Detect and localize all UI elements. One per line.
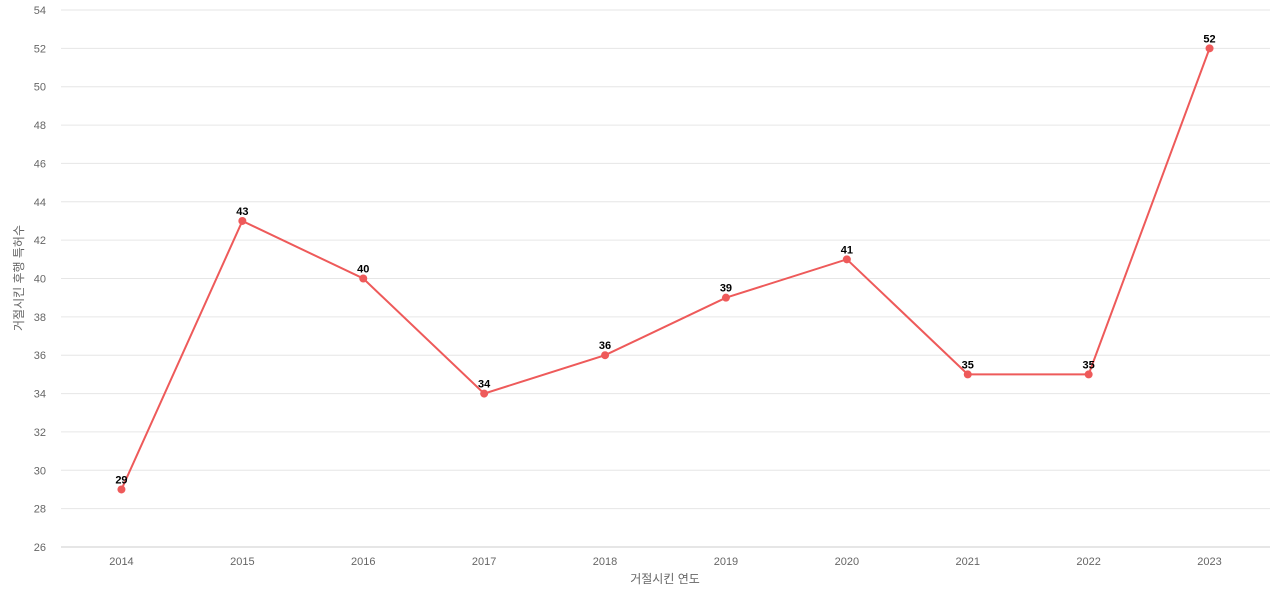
- x-axis-title: 거절시킨 연도: [630, 572, 700, 586]
- y-tick-label: 54: [34, 5, 46, 17]
- x-tick-label: 2019: [714, 556, 738, 568]
- x-axis-ticks: 2014 2015 2016 2017 2018 2019 2020 2021 2022 2023: [109, 556, 1222, 568]
- y-tick-label: 52: [34, 43, 46, 55]
- x-tick-label: 2023: [1197, 556, 1221, 568]
- y-tick-label: 46: [34, 158, 46, 170]
- data-point: [601, 351, 610, 360]
- data-label: 29: [115, 474, 127, 486]
- data-label: 36: [599, 340, 611, 352]
- grid-lines: [61, 9, 1270, 548]
- data-labels: 29 43 40 34 36 39 41 35 35 52: [115, 33, 1215, 486]
- y-tick-label: 44: [34, 197, 46, 209]
- y-tick-label: 36: [34, 350, 46, 362]
- data-point: [238, 216, 247, 225]
- y-tick-label: 42: [34, 235, 46, 247]
- y-tick-label: 50: [34, 82, 46, 94]
- y-axis-ticks: 26 28 30 32 34 36 38 40 42 44 46 48 50 52 54: [34, 5, 46, 554]
- y-tick-label: 32: [34, 427, 46, 439]
- x-tick-label: 2014: [109, 556, 133, 568]
- y-tick-label: 48: [34, 120, 46, 132]
- data-label: 43: [236, 206, 248, 218]
- y-tick-label: 38: [34, 312, 46, 324]
- y-tick-label: 28: [34, 504, 46, 516]
- x-tick-label: 2021: [956, 556, 980, 568]
- data-point: [963, 370, 972, 379]
- data-label: 40: [357, 264, 369, 276]
- data-points: [117, 44, 1214, 494]
- data-point: [842, 255, 851, 264]
- series-line: [120, 48, 1211, 490]
- data-point: [1205, 44, 1214, 53]
- data-label: 35: [1083, 359, 1095, 371]
- y-tick-label: 26: [34, 542, 46, 554]
- y-tick-label: 40: [34, 274, 46, 286]
- data-label: 41: [841, 244, 853, 256]
- data-label: 52: [1203, 33, 1215, 45]
- data-point: [1084, 370, 1093, 379]
- x-tick-label: 2015: [230, 556, 254, 568]
- data-label: 35: [962, 359, 974, 371]
- x-tick-label: 2022: [1076, 556, 1100, 568]
- data-point: [359, 274, 368, 283]
- y-tick-label: 34: [34, 389, 46, 401]
- x-tick-label: 2017: [472, 556, 496, 568]
- x-tick-label: 2018: [593, 556, 617, 568]
- data-label: 34: [478, 379, 491, 391]
- data-label: 39: [720, 283, 732, 295]
- data-point: [117, 485, 126, 494]
- data-point: [721, 293, 730, 302]
- y-axis-title: 거절시킨 후행 특허수: [11, 225, 26, 331]
- x-tick-label: 2016: [351, 556, 375, 568]
- x-tick-label: 2020: [835, 556, 859, 568]
- data-point: [480, 389, 489, 398]
- y-tick-label: 30: [34, 465, 46, 477]
